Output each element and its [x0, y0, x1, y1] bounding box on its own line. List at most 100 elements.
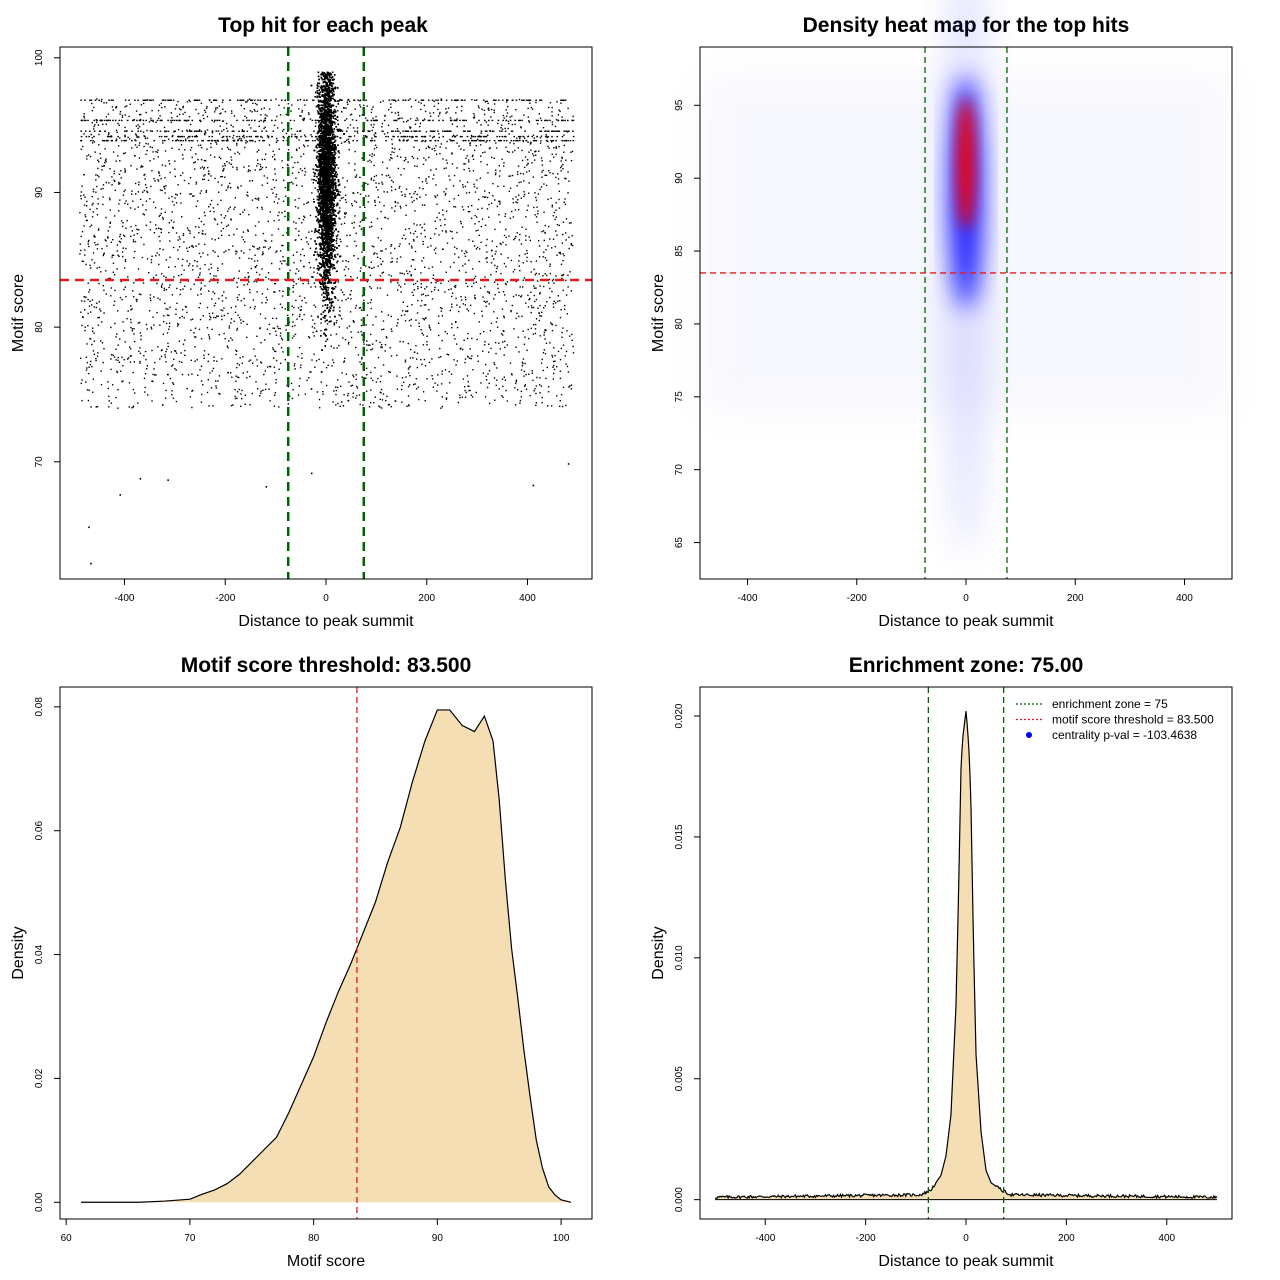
scatter-point: [424, 400, 426, 402]
scatter-point: [325, 366, 328, 369]
scatter-point: [248, 98, 251, 100]
scatter-point: [91, 216, 94, 218]
scatter-point: [522, 135, 525, 138]
scatter-point: [528, 236, 530, 238]
scatter-point: [373, 175, 376, 178]
scatter-point: [357, 99, 359, 101]
scatter-point: [493, 258, 495, 260]
scatter-point: [454, 206, 457, 208]
scatter-point: [259, 169, 261, 171]
scatter-point: [337, 190, 340, 193]
scatter-point: [374, 252, 376, 254]
scatter-point: [240, 322, 242, 324]
scatter-point: [277, 228, 280, 230]
scatter-point: [220, 199, 222, 202]
scatter-point: [558, 190, 561, 193]
scatter-point: [389, 371, 391, 373]
scatter-point: [493, 363, 496, 366]
scatter-point: [189, 230, 191, 232]
scatter-point: [333, 230, 336, 232]
scatter-point: [477, 138, 479, 141]
scatter-point: [237, 139, 239, 141]
scatter-point: [299, 309, 302, 311]
scatter-point: [233, 139, 236, 142]
scatter-point: [289, 181, 291, 184]
scatter-point: [120, 238, 123, 240]
scatter-point: [436, 153, 438, 155]
scatter-point: [376, 256, 379, 258]
scatter-point: [236, 329, 238, 331]
scatter-point: [256, 135, 258, 138]
scatter-point: [363, 255, 366, 258]
scatter-point: [88, 239, 90, 242]
scatter-point: [411, 291, 413, 294]
scatter-point: [295, 148, 298, 150]
scatter-point: [555, 230, 557, 232]
scatter-point: [555, 324, 557, 327]
scatter-point: [444, 218, 446, 221]
scatter-point: [345, 299, 347, 301]
scatter-point: [565, 363, 567, 365]
scatter-point: [400, 388, 403, 391]
scatter-point: [539, 188, 541, 191]
scatter-point: [467, 380, 469, 383]
scatter-point: [208, 99, 211, 101]
scatter-point: [560, 263, 563, 265]
scatter-point: [422, 293, 425, 295]
scatter-point: [90, 406, 92, 408]
scatter-point: [520, 295, 523, 297]
scatter-point: [303, 118, 305, 120]
scatter-point: [140, 166, 142, 168]
scatter-point: [137, 124, 139, 126]
scatter-point: [561, 116, 563, 118]
scatter-point: [342, 196, 344, 199]
scatter-point: [310, 371, 312, 373]
scatter-point: [431, 298, 434, 300]
scatter-point: [504, 130, 507, 132]
scatter-point: [488, 109, 490, 111]
scatter-point: [291, 104, 293, 106]
scatter-point: [383, 133, 386, 135]
scatter-point: [508, 151, 510, 153]
scatter-point: [263, 107, 265, 109]
scatter-point: [347, 99, 349, 101]
scatter-point: [272, 317, 274, 320]
scatter-point: [416, 224, 418, 226]
scatter-point: [436, 194, 439, 196]
scatter-point: [167, 99, 170, 101]
scatter-point: [311, 359, 313, 361]
scatter-point: [89, 155, 92, 158]
scatter-point: [133, 234, 135, 236]
scatter-point: [523, 193, 526, 196]
scatter-point: [210, 146, 212, 149]
scatter-point: [399, 286, 402, 288]
scatter-point: [186, 137, 189, 139]
scatter-point: [194, 226, 197, 228]
scatter-point: [563, 139, 565, 142]
scatter-point: [356, 394, 358, 397]
scatter-point: [438, 113, 441, 115]
scatter-point: [144, 99, 147, 101]
scatter-point: [278, 406, 280, 408]
scatter-point: [235, 380, 237, 382]
scatter-point: [410, 275, 412, 277]
scatter-point: [560, 160, 562, 162]
scatter-point: [80, 235, 82, 238]
scatter-point: [483, 113, 486, 116]
scatter-point: [175, 232, 178, 234]
scatter-point: [466, 337, 469, 340]
scatter-point: [448, 381, 451, 384]
scatter-point: [414, 268, 416, 271]
scatter-point: [486, 139, 488, 142]
scatter-point: [306, 202, 308, 204]
scatter-point: [175, 400, 178, 403]
scatter-point: [80, 300, 83, 302]
scatter-point: [105, 293, 107, 295]
scatter-point: [565, 139, 567, 142]
scatter-point: [279, 332, 282, 334]
scatter-point: [364, 135, 367, 137]
scatter-point: [520, 197, 522, 199]
scatter-point: [109, 226, 111, 228]
scatter-point: [563, 201, 565, 203]
scatter-point: [162, 218, 165, 220]
